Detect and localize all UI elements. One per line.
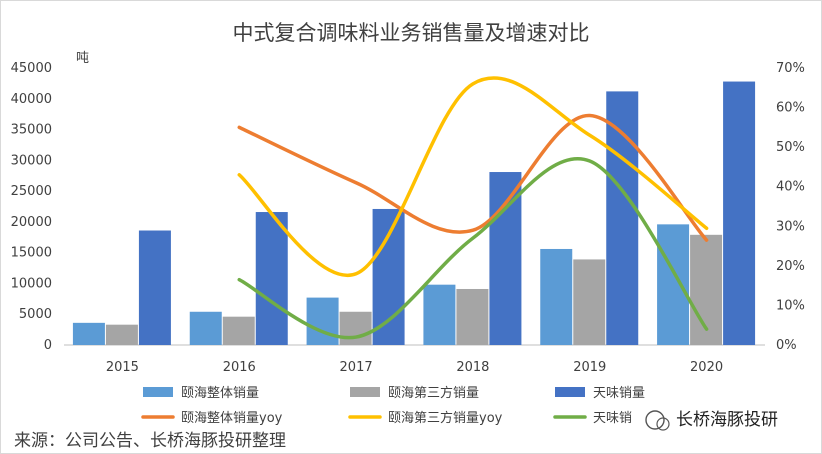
- bar: [573, 259, 606, 345]
- y-tick-label: 5000: [19, 307, 52, 322]
- x-tick-label: 2016: [223, 360, 256, 375]
- series-line: [237, 157, 709, 340]
- x-tick-label: 2019: [573, 360, 606, 375]
- y-axis-ticks: 0 5000 10000 15000 20000 25000 30000 35000 40000…: [11, 61, 52, 353]
- bar: [606, 91, 639, 345]
- y2-tick-label: 30%: [776, 219, 805, 234]
- y-tick-label: 30000: [11, 153, 52, 168]
- y-tick-label: 35000: [11, 123, 52, 138]
- x-tick-label: 2018: [456, 360, 489, 375]
- bar: [306, 297, 339, 345]
- y2-tick-label: 0%: [776, 338, 797, 353]
- bar: [423, 284, 456, 345]
- legend-label: 颐海整体销量yoy: [181, 411, 283, 426]
- bar: [105, 324, 138, 345]
- wechat-icon-small: [656, 417, 670, 431]
- legend-label: 颐海整体销量: [181, 386, 259, 401]
- bar: [540, 248, 573, 345]
- y2-tick-label: 60%: [776, 101, 805, 116]
- bar: [255, 212, 288, 345]
- bar: [72, 322, 105, 345]
- bar: [138, 230, 171, 345]
- series-line: [237, 76, 709, 278]
- y2-tick-label: 10%: [776, 298, 805, 313]
- y2-axis-ticks: 0% 10% 20% 30% 40% 50% 60% 70%: [776, 61, 805, 353]
- brand-name: 长桥海豚投研: [676, 410, 778, 430]
- x-tick-label: 2017: [340, 360, 373, 375]
- chart-title: 中式复合调味料业务销售量及增速对比: [233, 21, 590, 45]
- bar: [723, 81, 756, 345]
- line-series: [237, 76, 709, 340]
- legend-swatch: [143, 387, 173, 397]
- series-line: [237, 113, 709, 242]
- y-axis-label: 吨: [76, 51, 89, 66]
- bar: [657, 224, 690, 345]
- y-tick-label: 0: [44, 338, 52, 353]
- y-tick-label: 15000: [11, 246, 52, 261]
- legend-swatch: [350, 387, 380, 397]
- x-tick-label: 2020: [690, 360, 723, 375]
- bar: [222, 316, 255, 345]
- wechat-icon: [645, 410, 665, 430]
- legend-swatch: [555, 387, 585, 397]
- bar: [456, 288, 489, 345]
- y-tick-label: 20000: [11, 215, 52, 230]
- y-tick-label: 10000: [11, 276, 52, 291]
- source-note: 来源：公司公告、长桥海豚投研整理: [14, 431, 286, 451]
- y2-tick-label: 40%: [776, 180, 805, 195]
- bar: [372, 208, 405, 345]
- brand-mark: 长桥海豚投研: [645, 410, 778, 431]
- bar: [189, 311, 222, 345]
- x-axis-ticks: 2015 2016 2017 2018 2019 2020: [106, 360, 723, 375]
- y-tick-label: 40000: [11, 92, 52, 107]
- legend-label: 颐海第三方销量yoy: [388, 410, 503, 426]
- legend-label: 天味销量: [593, 386, 645, 401]
- legend-label: 颐海第三方销量: [388, 385, 479, 401]
- y-tick-label: 25000: [11, 184, 52, 199]
- y2-tick-label: 70%: [776, 61, 805, 76]
- y2-tick-label: 20%: [776, 259, 805, 274]
- x-tick-label: 2015: [106, 360, 139, 375]
- legend-label: 天味销: [593, 411, 632, 426]
- y2-tick-label: 50%: [776, 140, 805, 155]
- bar: [339, 311, 372, 345]
- y-tick-label: 45000: [11, 61, 52, 76]
